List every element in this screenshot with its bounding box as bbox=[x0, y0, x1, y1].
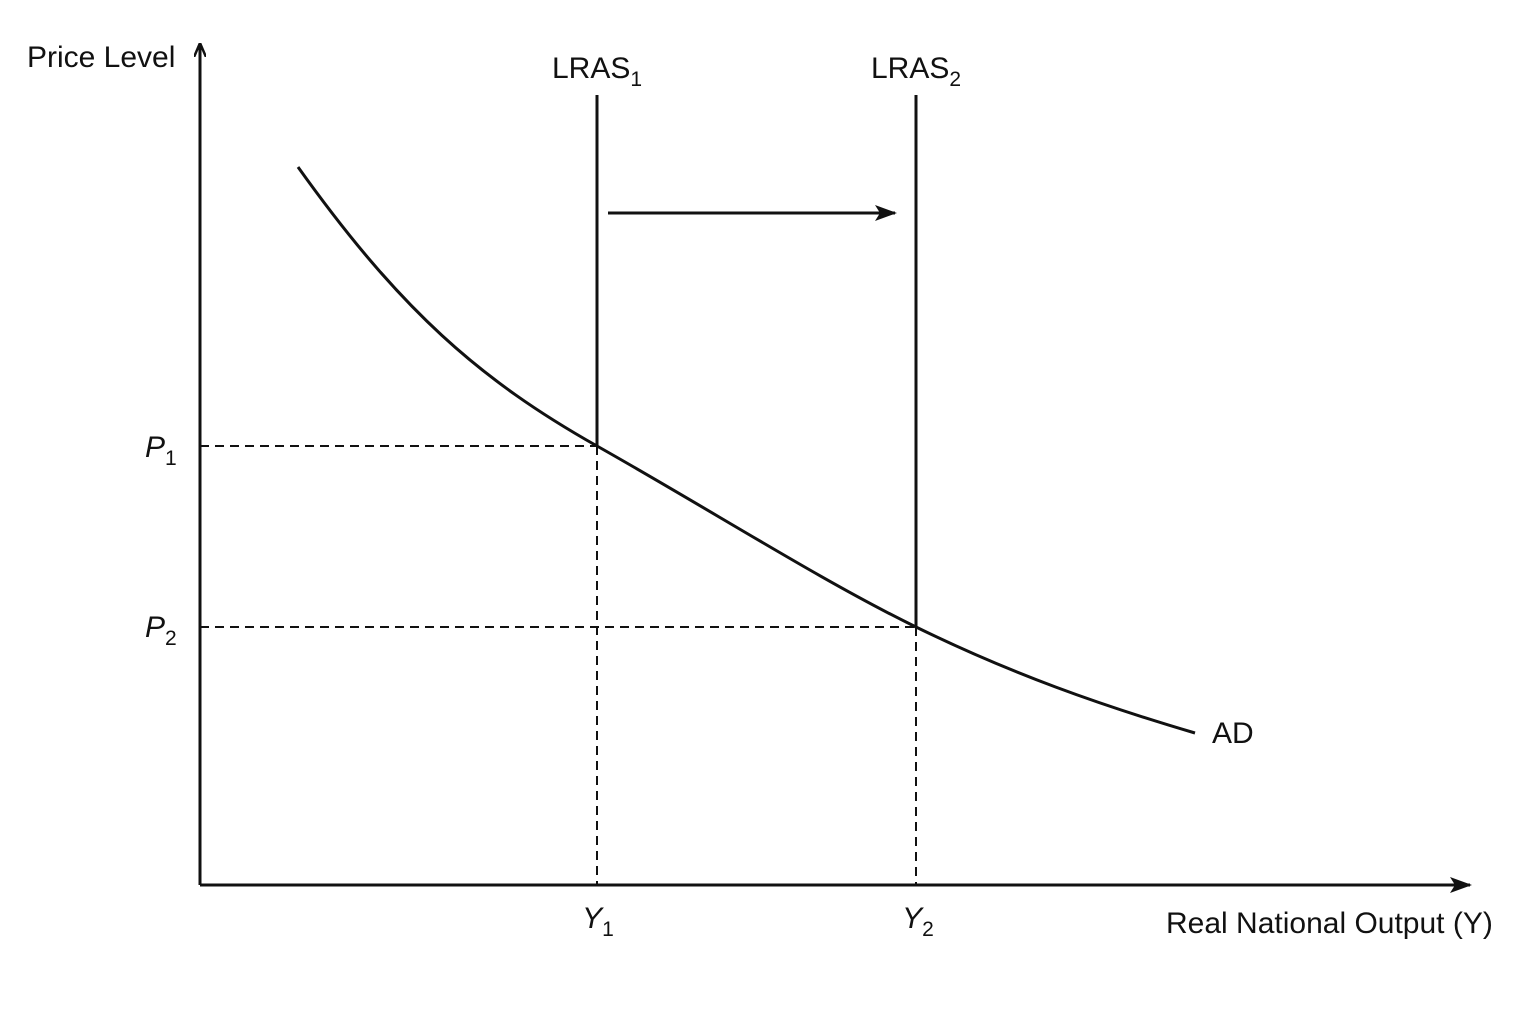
p1-label: P1 bbox=[145, 431, 177, 470]
label-base: P bbox=[145, 431, 165, 464]
x-axis-label: Real National Output (Y) bbox=[1166, 907, 1493, 940]
y-axis-label: Price Level bbox=[27, 41, 175, 74]
label-base: P bbox=[145, 611, 165, 644]
label-subscript: 1 bbox=[165, 447, 177, 470]
lras1-label: LRAS1 bbox=[552, 52, 642, 91]
ad-curve bbox=[296, 166, 1196, 735]
label-subscript: 1 bbox=[630, 68, 642, 91]
label-base: Y bbox=[902, 902, 924, 935]
lras2-label: LRAS2 bbox=[871, 52, 961, 91]
y2-label: Y2 bbox=[902, 902, 934, 941]
label-base: LRAS bbox=[871, 52, 949, 85]
label-base: LRAS bbox=[552, 52, 630, 85]
label-subscript: 1 bbox=[602, 918, 614, 941]
label-subscript: 2 bbox=[165, 627, 177, 650]
label-base: Y bbox=[582, 902, 604, 935]
label-subscript: 2 bbox=[922, 918, 934, 941]
p2-label: P2 bbox=[145, 611, 177, 650]
ad-label: AD bbox=[1212, 717, 1254, 750]
label-subscript: 2 bbox=[949, 68, 961, 91]
y1-label: Y1 bbox=[582, 902, 614, 941]
